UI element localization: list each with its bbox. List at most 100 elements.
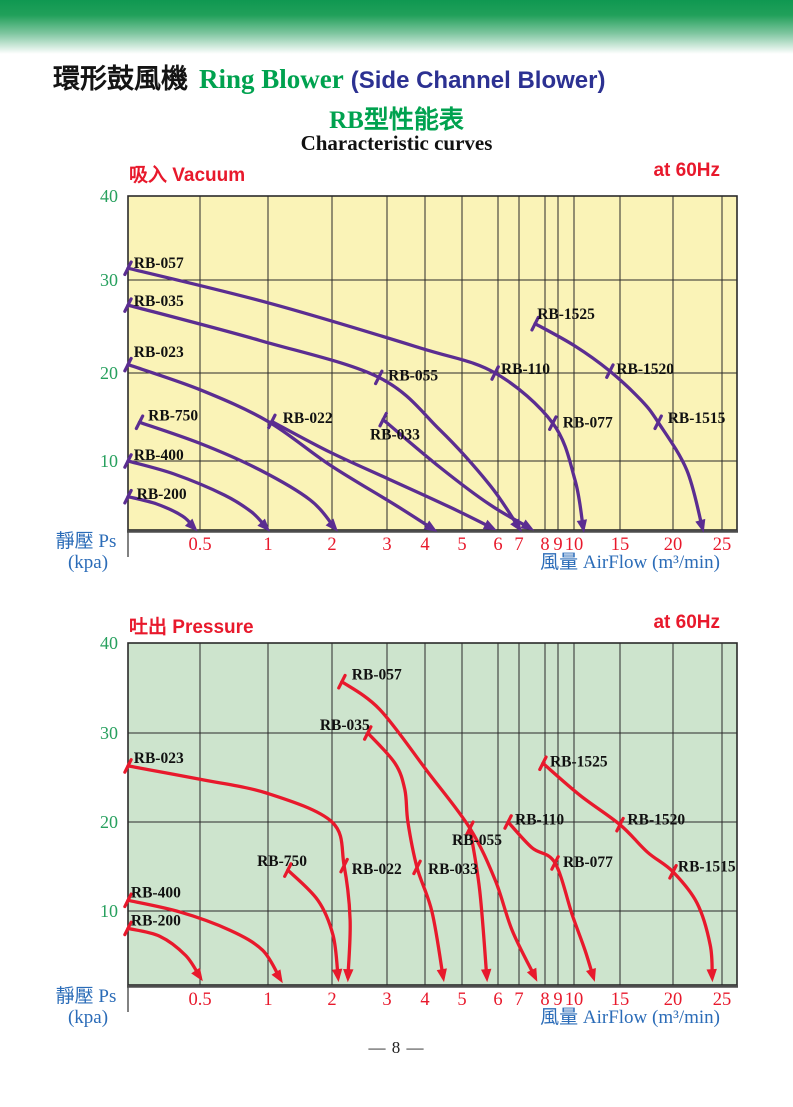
curve-end-arrow-RB-1525	[706, 968, 717, 983]
vacuum-y-tick-20: 20	[100, 363, 118, 383]
curve-label-RB-110: RB-110	[515, 811, 564, 828]
spec-table-title-english: Characteristic curves	[300, 131, 493, 155]
curve-mark-RB-1520	[615, 816, 625, 833]
pressure-x-tick-10: 10	[565, 990, 584, 1010]
curve-label-RB-035: RB-035	[320, 717, 370, 734]
curve-mark-RB-1515	[653, 414, 663, 431]
curve-end-arrow-RB-750	[331, 968, 343, 983]
curve-RB-200	[126, 926, 202, 979]
curve-end-arrow-RB-035	[436, 968, 447, 983]
curve-mark-RB-033	[412, 859, 422, 876]
curve-label-RB-400: RB-400	[134, 447, 184, 464]
vacuum-y-tick-30: 30	[100, 270, 118, 290]
curve-mark-RB-022	[339, 857, 349, 874]
pressure-plot-background	[128, 643, 737, 985]
curve-mark-RB-055	[374, 369, 384, 386]
pressure-x-tick-7: 7	[514, 990, 523, 1010]
curve-mark-RB-077	[550, 855, 560, 871]
curve-RB-023	[126, 764, 352, 979]
curve-label-RB-035: RB-035	[134, 293, 184, 310]
vacuum-y-tick-40: 40	[100, 186, 118, 206]
pressure-curve-labels: RB-057 RB-035 RB-023 RB-750 RB-400 RB-200 RB-0…	[131, 666, 736, 929]
vacuum-x-tick-5: 5	[457, 535, 466, 555]
vacuum-chart: RB-057 RB-035 RB-023 RB-750 RB-400 RB-200 RB-0…	[56, 186, 738, 573]
curve-label-RB-055: RB-055	[388, 367, 438, 384]
spec-table-title-chinese: RB型性能表	[329, 107, 464, 134]
curve-label-RB-750: RB-750	[257, 853, 307, 870]
curve-mark-RB-077	[548, 415, 558, 431]
page-number: — 8 —	[368, 1038, 425, 1057]
vacuum-x-tick-10: 10	[565, 535, 584, 555]
curve-label-RB-022: RB-022	[352, 861, 402, 878]
vacuum-x-tick-8: 8	[540, 535, 549, 555]
curve-label-RB-750: RB-750	[148, 407, 198, 424]
curve-label-RB-033: RB-033	[370, 427, 420, 444]
curve-mark-RB-110	[490, 365, 500, 381]
curve-label-RB-023: RB-023	[134, 344, 184, 361]
header-gradient-band	[0, 0, 793, 54]
pressure-x-tick-3: 3	[382, 990, 391, 1010]
curve-start-tick-RB-033	[378, 411, 388, 428]
curve-label-RB-110: RB-110	[501, 361, 550, 378]
pressure-x-tick-1: 1	[263, 990, 272, 1010]
vacuum-plot-background	[128, 196, 737, 530]
curve-end-arrow-RB-110	[586, 968, 596, 982]
pressure-chart: RB-057 RB-035 RB-023 RB-750 RB-400 RB-200 RB-0…	[56, 633, 738, 1028]
curve-RB-023	[126, 362, 435, 531]
vacuum-chart-condition: at 60Hz	[653, 160, 720, 181]
curve-start-tick-RB-400	[123, 892, 133, 909]
vacuum-axis-captions: 靜壓 Ps(kpa) 風量 AirFlow (m³/min)	[56, 530, 720, 573]
curve-end-arrow-RB-023	[423, 520, 438, 532]
pressure-y-tick-40: 40	[100, 633, 118, 653]
curve-end-arrow-RB-057	[526, 967, 538, 982]
vacuum-x-tick-3: 3	[382, 535, 391, 555]
vacuum-y-axis-unit: (kpa)	[68, 552, 108, 573]
curve-start-tick-RB-200	[123, 488, 133, 505]
vacuum-x-tick-25: 25	[713, 535, 732, 555]
curve-end-arrow-RB-1525	[695, 518, 706, 533]
pressure-x-tick-4: 4	[420, 990, 429, 1010]
vacuum-x-tick-4: 4	[420, 535, 429, 555]
curve-start-tick-RB-023	[123, 356, 133, 373]
pressure-x-tick-8: 8	[540, 990, 549, 1010]
vacuum-x-tick-1: 1	[263, 535, 272, 555]
curve-RB-1525	[533, 322, 705, 530]
curve-end-arrow-RB-400	[271, 969, 283, 984]
vacuum-x-tick-9: 9	[553, 535, 562, 555]
vacuum-chart-title: 吸入 Vacuum	[129, 165, 246, 186]
curve-start-tick-RB-750	[283, 862, 293, 878]
curve-label-RB-077: RB-077	[563, 854, 613, 871]
curve-mark-RB-1520	[605, 363, 615, 379]
curve-RB-750	[137, 420, 337, 530]
curve-RB-033	[381, 417, 532, 530]
curve-end-arrow-RB-200	[184, 518, 198, 532]
vacuum-x-tick-6: 6	[493, 535, 502, 555]
curve-label-RB-055: RB-055	[452, 832, 502, 849]
pressure-x-tick-2: 2	[327, 990, 336, 1010]
vacuum-curves	[123, 260, 706, 533]
curve-end-arrow-RB-055	[481, 968, 492, 983]
title-english: Ring Blower	[199, 64, 344, 94]
curve-label-RB-1520: RB-1520	[616, 361, 674, 378]
pressure-chart-title: 吐出 Pressure	[129, 617, 254, 638]
curve-label-RB-033: RB-033	[428, 861, 478, 878]
pressure-x-tick-25: 25	[713, 990, 732, 1010]
curve-end-arrow-RB-750	[325, 518, 338, 532]
vacuum-x-tick-2: 2	[327, 535, 336, 555]
curve-label-RB-400: RB-400	[131, 884, 181, 901]
curve-label-RB-1515: RB-1515	[668, 410, 726, 427]
curve-start-tick-RB-057	[337, 673, 347, 690]
curve-label-RB-1525: RB-1525	[537, 306, 595, 323]
curve-start-tick-RB-022	[267, 413, 277, 430]
pressure-x-tick-20: 20	[664, 990, 683, 1010]
pressure-y-axis-unit: (kpa)	[68, 1007, 108, 1028]
curve-start-tick-RB-023	[123, 758, 133, 774]
pressure-y-axis-caption: 靜壓 Ps	[56, 985, 117, 1007]
curve-start-tick-RB-055	[465, 820, 475, 837]
curve-label-RB-057: RB-057	[134, 255, 184, 272]
page-title: 環形鼓風機 Ring Blower (Side Channel Blower)	[53, 57, 605, 96]
curve-start-tick-RB-1525	[538, 755, 548, 772]
pressure-y-tick-20: 20	[100, 812, 118, 832]
pressure-x-axis-caption: 風量 AirFlow (m³/min)	[540, 1007, 720, 1028]
